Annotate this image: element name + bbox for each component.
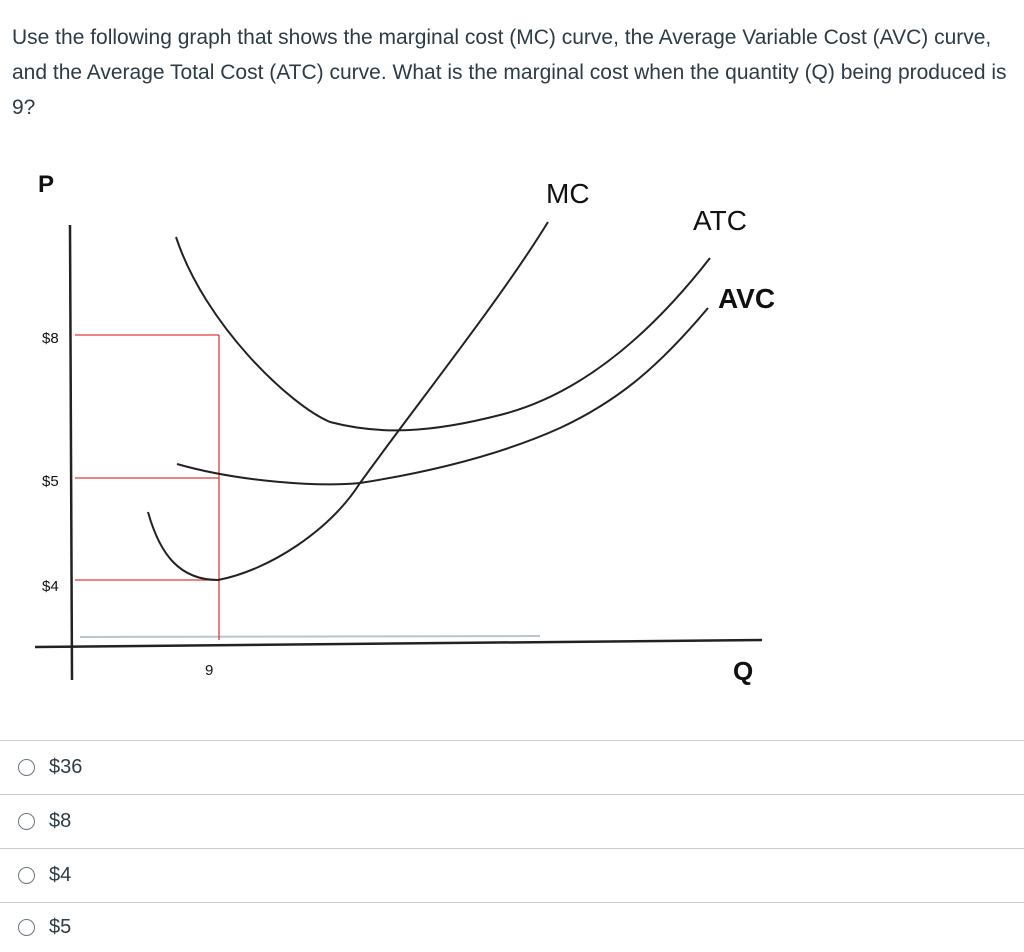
- y-tick-label-4: $4: [42, 578, 59, 595]
- avc-curve: [176, 307, 709, 486]
- y-axis-label: P: [38, 171, 54, 198]
- atc-curve: [175, 236, 711, 432]
- x-axis-label: Q: [733, 656, 753, 686]
- radio-button[interactable]: [18, 919, 35, 936]
- answer-label: $5: [49, 916, 72, 938]
- y-tick-label-5: $5: [42, 473, 59, 490]
- mc-curve: [147, 221, 549, 582]
- y-tick-label-8: $8: [42, 330, 59, 347]
- atc-label: ATC: [693, 205, 747, 236]
- answer-option-3[interactable]: $4: [0, 848, 1024, 902]
- x-axis: [34, 638, 763, 649]
- avc-label: AVC: [718, 283, 775, 314]
- radio-button[interactable]: [18, 867, 35, 884]
- answer-label: $36: [49, 756, 83, 778]
- question-text: Use the following graph that shows the m…: [12, 26, 1007, 119]
- mc-label: MC: [546, 178, 590, 209]
- answer-option-2[interactable]: $8: [0, 794, 1024, 848]
- answer-label: $8: [49, 810, 72, 832]
- radio-button[interactable]: [18, 813, 35, 830]
- answer-option-4[interactable]: $5: [0, 902, 1024, 952]
- x-axis-shadow: [79, 635, 541, 638]
- answer-option-1[interactable]: $36: [0, 740, 1024, 794]
- y-axis: [68, 224, 74, 681]
- cost-curves-graph: P Q $8 $5 $4 9 MC ATC AVC: [0, 150, 1024, 710]
- answer-list: $36 $8 $4 $5: [0, 740, 1024, 952]
- x-tick-label-9: 9: [205, 662, 213, 679]
- guide-lines: [75, 334, 220, 640]
- radio-button[interactable]: [18, 759, 35, 776]
- cost-curves-svg: P Q $8 $5 $4 9 MC ATC AVC: [34, 171, 775, 686]
- answer-label: $4: [49, 864, 72, 886]
